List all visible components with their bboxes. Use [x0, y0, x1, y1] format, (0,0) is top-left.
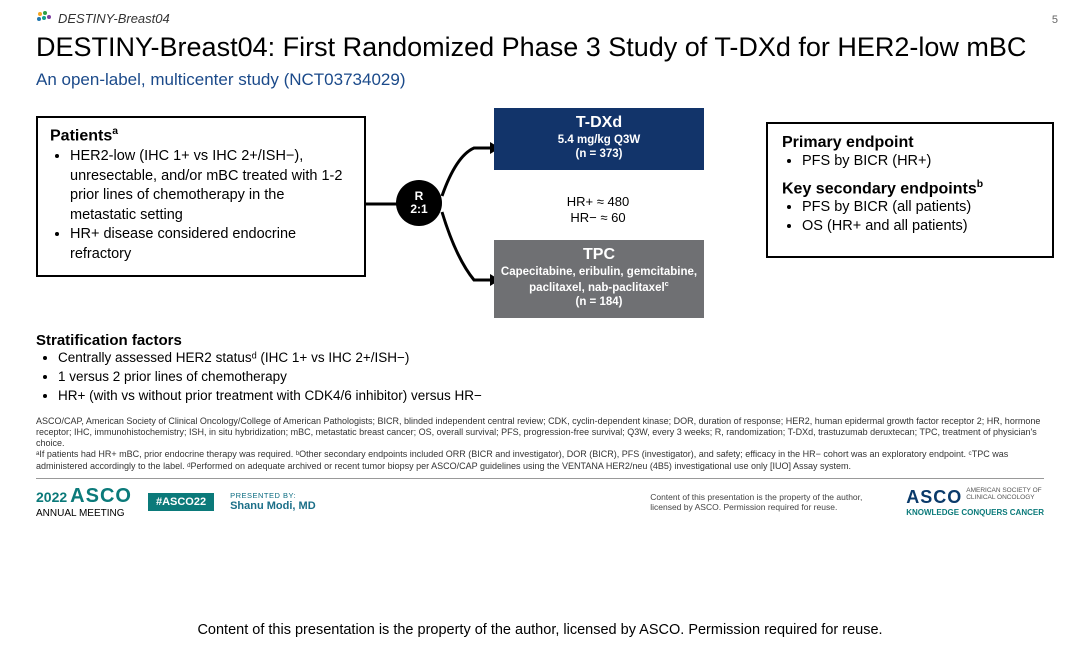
hashtag-badge: #ASCO22: [148, 493, 214, 511]
patients-bullet: HR+ disease considered endocrine refract…: [70, 225, 352, 264]
secondary-endpoint: OS (HR+ and all patients): [802, 217, 1038, 236]
asco-org-badge: ASCO AMERICAN SOCIETY OFCLINICAL ONCOLOG…: [906, 487, 1044, 517]
arm-tpc-title: TPC: [500, 246, 698, 264]
arm-tdxd-title: T-DXd: [500, 114, 698, 132]
hr-breakdown: HR+ ≈ 480 HR− ≈ 60: [508, 194, 688, 227]
patients-box: Patientsa HER2-low (IHC 1+ vs IHC 2+/ISH…: [36, 116, 366, 277]
slide: DESTINY-Breast04 5 DESTINY-Breast04: Fir…: [0, 0, 1080, 648]
secondary-endpoint: PFS by BICR (all patients): [802, 198, 1038, 217]
presenter-block: PRESENTED BY: Shanu Modi, MD: [230, 491, 316, 512]
arm-tpc-box: TPC Capecitabine, eribulin, gemcitabine,…: [494, 240, 704, 318]
strat-bullet: Centrally assessed HER2 statusᵈ (IHC 1+ …: [58, 349, 1044, 368]
header-bar: DESTINY-Breast04: [36, 10, 1044, 26]
primary-endpoint: PFS by BICR (HR+): [802, 152, 1038, 171]
trial-name: DESTINY-Breast04: [58, 11, 170, 26]
primary-endpoint-heading: Primary endpoint: [782, 134, 1038, 152]
r-label: R: [415, 190, 424, 203]
arm-tdxd-dose: 5.4 mg/kg Q3W (n = 373): [500, 133, 698, 162]
arm-tpc-detail: Capecitabine, eribulin, gemcitabine, pac…: [500, 265, 698, 310]
stratification-block: Stratification factors Centrally assesse…: [36, 332, 1044, 406]
footer-bar: 2022 ASCO ANNUAL MEETING #ASCO22 PRESENT…: [36, 485, 1044, 519]
abbreviations-footnote: ASCO/CAP, American Society of Clinical O…: [36, 416, 1044, 472]
bottom-caption: Content of this presentation is the prop…: [0, 614, 1080, 648]
strat-bullet: HR+ (with vs without prior treatment wit…: [58, 387, 1044, 406]
slide-subtitle: An open-label, multicenter study (NCT037…: [36, 70, 1044, 90]
secondary-endpoint-heading: Key secondary endpointsb: [782, 179, 1038, 198]
rights-small: Content of this presentation is the prop…: [650, 492, 890, 512]
arm-tdxd-box: T-DXd 5.4 mg/kg Q3W (n = 373): [494, 108, 704, 170]
endpoints-box: Primary endpoint PFS by BICR (HR+) Key s…: [766, 122, 1054, 258]
patients-heading: Patientsa: [50, 126, 352, 145]
patients-list: HER2-low (IHC 1+ vs IHC 2+/ISH−), unrese…: [50, 147, 352, 264]
asco-2022-badge: 2022 ASCO ANNUAL MEETING: [36, 485, 132, 519]
page-number: 5: [1052, 14, 1058, 26]
divider: [36, 478, 1044, 479]
patients-bullet: HER2-low (IHC 1+ vs IHC 2+/ISH−), unrese…: [70, 147, 352, 225]
study-design-diagram: Patientsa HER2-low (IHC 1+ vs IHC 2+/ISH…: [36, 108, 1044, 328]
asco-logo-icon: [36, 10, 52, 26]
slide-title: DESTINY-Breast04: First Randomized Phase…: [36, 32, 1044, 64]
strat-heading: Stratification factors: [36, 332, 1044, 349]
randomization-node: R 2:1: [396, 180, 442, 226]
strat-bullet: 1 versus 2 prior lines of chemotherapy: [58, 368, 1044, 387]
r-ratio: 2:1: [410, 203, 427, 216]
